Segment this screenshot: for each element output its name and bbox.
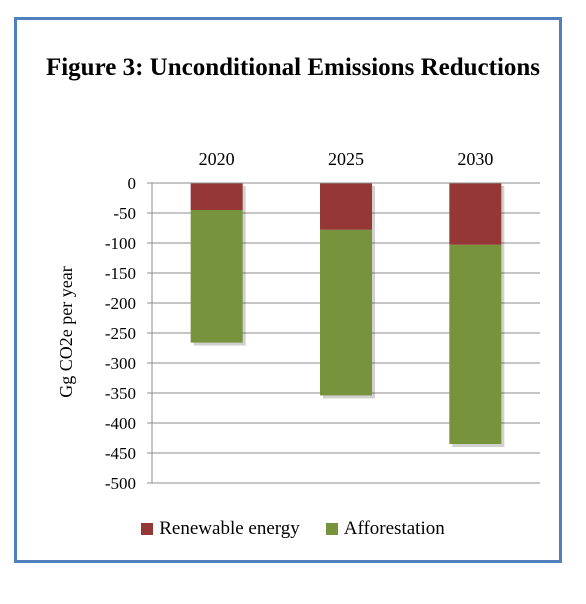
y-tick-label: 0 [128,174,137,193]
legend-label: Afforestation [343,518,445,539]
chart-title: Figure 3: Unconditional Emissions Reduct… [45,54,541,81]
y-tick-label: -300 [105,354,136,373]
x-tick-label: 2030 [457,149,493,169]
legend-item: Renewable energy [141,518,300,540]
y-tick-label: -50 [113,204,136,223]
bar-afforestation [449,244,502,444]
bar-renewable-energy [320,183,372,230]
y-tick-label: -400 [105,414,136,433]
y-tick-label: -150 [105,264,136,283]
y-tick-label: -250 [105,324,136,343]
x-tick-label: 2020 [199,149,235,169]
bar-renewable-energy [190,183,243,210]
x-tick-label: 2025 [328,149,364,169]
y-tick-label: -350 [105,384,136,403]
y-tick-label: -200 [105,294,136,313]
legend-label: Renewable energy [159,518,300,539]
legend-swatch [141,523,154,535]
y-tick-label: -500 [105,474,136,493]
bar-afforestation [190,210,243,343]
legend: Renewable energy Afforestation [0,518,586,540]
bar-renewable-energy [449,183,502,245]
legend-swatch [325,523,338,535]
y-axis-label: Gg CO2e per year [56,266,76,397]
y-tick-label: -450 [105,444,136,463]
legend-item: Afforestation [325,518,445,540]
bar-afforestation [320,229,372,396]
y-tick-label: -100 [105,234,136,253]
